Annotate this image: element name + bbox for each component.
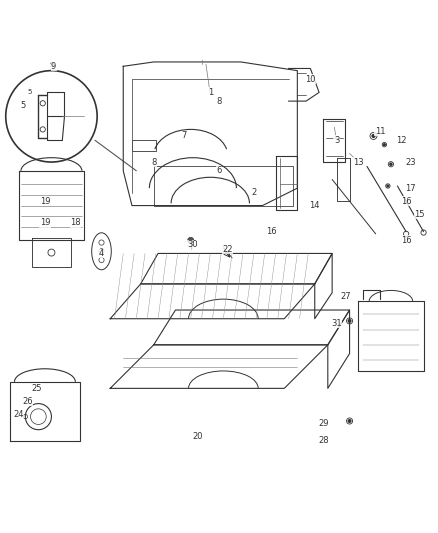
Text: 20: 20 (192, 432, 202, 441)
Text: 17: 17 (405, 184, 416, 192)
Text: 9: 9 (51, 62, 56, 71)
Text: 9: 9 (49, 62, 54, 68)
Text: 19: 19 (40, 197, 50, 206)
Text: 24: 24 (14, 410, 24, 419)
Text: 2: 2 (251, 188, 256, 197)
Circle shape (348, 419, 351, 422)
Text: 8: 8 (216, 96, 222, 106)
Text: 16: 16 (266, 227, 276, 236)
Circle shape (187, 237, 194, 244)
Text: 11: 11 (375, 127, 385, 136)
Text: 12: 12 (396, 136, 407, 145)
Text: 15: 15 (414, 210, 424, 219)
Text: 3: 3 (334, 136, 339, 145)
Text: 14: 14 (310, 201, 320, 210)
Text: 18: 18 (70, 219, 81, 228)
Text: 8: 8 (151, 158, 156, 166)
Text: 5: 5 (21, 101, 26, 110)
Text: 19: 19 (40, 219, 50, 228)
Text: 5: 5 (28, 90, 32, 95)
Text: 27: 27 (340, 293, 350, 302)
Text: 7: 7 (181, 132, 187, 140)
Text: 16: 16 (401, 197, 411, 206)
Text: 28: 28 (318, 436, 329, 445)
Text: 30: 30 (187, 240, 198, 249)
Circle shape (390, 163, 392, 165)
Text: 16: 16 (401, 236, 411, 245)
Circle shape (348, 320, 351, 322)
Text: 31: 31 (331, 319, 342, 328)
Text: 25: 25 (31, 384, 42, 393)
Text: 22: 22 (223, 245, 233, 254)
Circle shape (372, 134, 375, 138)
Text: 13: 13 (353, 158, 364, 166)
Text: 29: 29 (318, 419, 328, 427)
Text: 4: 4 (99, 249, 104, 258)
Text: 10: 10 (305, 75, 316, 84)
Circle shape (387, 185, 389, 187)
Text: 23: 23 (405, 158, 416, 166)
Text: 26: 26 (22, 397, 33, 406)
Circle shape (384, 144, 385, 146)
Text: 1: 1 (208, 88, 213, 97)
Text: 6: 6 (216, 166, 222, 175)
